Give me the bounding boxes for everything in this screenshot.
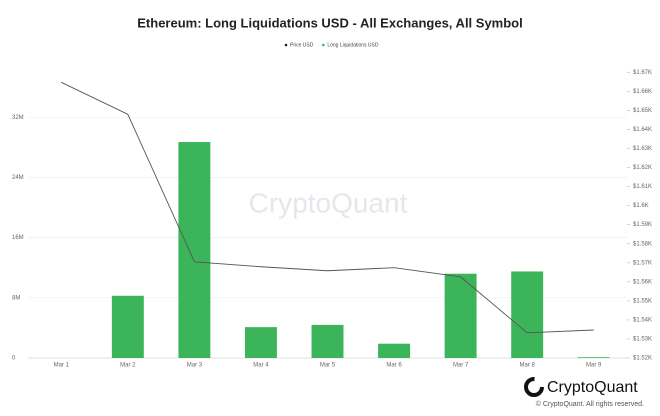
legend-marker — [322, 43, 325, 47]
y2-tick-label: $1.57K — [633, 260, 652, 266]
bar — [311, 324, 344, 358]
y2-tick-label: $1.62K — [633, 165, 652, 171]
x-tick-label: Mar 5 — [320, 363, 336, 369]
y2-tick-label: $1.55K — [633, 298, 652, 304]
y2-tick-label: $1.67K — [633, 70, 652, 76]
y-tick-label: 24M — [12, 175, 24, 181]
price-line — [61, 81, 594, 334]
y2-tick-label: $1.63K — [633, 146, 652, 152]
y2-tick-label: $1.58K — [633, 241, 652, 247]
brand-name: CryptoQuant — [547, 379, 638, 396]
x-tick-label: Mar 4 — [253, 363, 269, 369]
bar — [244, 327, 277, 358]
x-tick-label: Mar 3 — [187, 363, 203, 369]
y-tick-label: 32M — [12, 115, 24, 121]
x-tick-label: Mar 2 — [120, 363, 136, 369]
bar — [178, 142, 211, 358]
y2-tick-label: $1.54K — [633, 317, 652, 323]
y2-tick-label: $1.65K — [633, 108, 652, 114]
legend-marker — [284, 43, 288, 47]
y2-tick-label: $1.61K — [633, 184, 652, 190]
y-tick-label: 0 — [12, 356, 16, 362]
x-tick-label: Mar 9 — [586, 363, 602, 369]
watermark: CryptoQuant — [249, 187, 408, 218]
x-tick-label: Mar 6 — [386, 363, 402, 369]
y2-tick-label: $1.6K — [633, 203, 649, 209]
x-tick-label: Mar 1 — [54, 363, 70, 369]
chart-title: Ethereum: Long Liquidations USD - All Ex… — [137, 15, 522, 30]
y2-tick-label: $1.53K — [633, 337, 652, 343]
y2-tick-label: $1.52K — [633, 356, 652, 362]
legend-label: Price USD — [290, 42, 314, 48]
y2-tick-label: $1.64K — [633, 127, 652, 133]
bar — [111, 295, 144, 358]
brand-logo — [524, 377, 544, 397]
legend-label: Long Liquidations USD — [327, 42, 379, 48]
y-tick-label: 8M — [12, 295, 20, 301]
y2-tick-label: $1.59K — [633, 222, 652, 228]
y2-tick-label: $1.56K — [633, 279, 652, 285]
x-tick-label: Mar 8 — [519, 363, 535, 369]
bar — [378, 343, 411, 358]
x-tick-label: Mar 7 — [453, 363, 469, 369]
bar — [511, 271, 544, 358]
y2-tick-label: $1.66K — [633, 89, 652, 95]
bar — [577, 357, 610, 358]
bar — [444, 273, 477, 358]
y-tick-label: 16M — [12, 235, 24, 241]
copyright: © CryptoQuant. All rights reserved. — [536, 400, 644, 408]
